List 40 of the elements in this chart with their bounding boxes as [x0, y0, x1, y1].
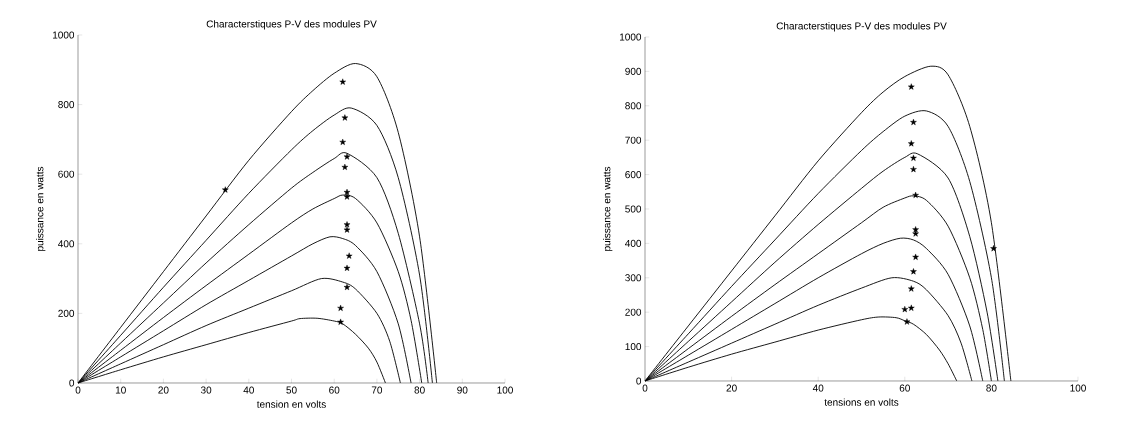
x-axis-title: tensions en volts: [824, 398, 899, 406]
y-tick-label: 600: [58, 170, 75, 178]
x-tick-label: 60: [329, 386, 340, 394]
y-tick-label: 300: [625, 274, 642, 282]
x-tick-label: 50: [286, 386, 297, 394]
x-tick-label: 20: [726, 384, 737, 392]
x-tick-label: 100: [497, 386, 513, 394]
x-axis-title: tension en volts: [256, 400, 326, 408]
y-tick-label: 0: [69, 379, 75, 387]
y-tick-label: 800: [625, 102, 642, 110]
x-tick-label: 60: [899, 384, 910, 392]
y-tick-label: 700: [625, 136, 642, 144]
y-tick-label: 1000: [53, 31, 75, 39]
y-tick-label: 900: [625, 67, 642, 75]
x-tick-label: 30: [200, 386, 212, 394]
chart-title: Characterstiques P-V des modules PV: [206, 20, 377, 30]
x-tick-label: 90: [457, 386, 468, 394]
y-tick-label: 100: [625, 343, 642, 351]
y-tick-label: 400: [58, 240, 75, 248]
y-tick-label: 600: [625, 171, 642, 179]
x-tick-label: 80: [986, 384, 997, 392]
y-tick-label: 1000: [619, 33, 642, 41]
y-tick-label: 200: [58, 309, 75, 317]
y-tick-label: 800: [58, 101, 75, 109]
x-tick-label: 0: [642, 384, 648, 392]
y-tick-label: 500: [625, 205, 642, 213]
x-tick-label: 80: [414, 386, 425, 394]
chart-title: Characterstiques P-V des modules PV: [776, 22, 947, 32]
y-tick-label: 0: [636, 377, 642, 385]
x-tick-label: 40: [243, 386, 254, 394]
x-tick-label: 100: [1070, 384, 1086, 392]
x-tick-label: 70: [371, 386, 383, 394]
y-axis-title: puissance en watts: [36, 166, 46, 251]
y-tick-label: 400: [625, 239, 642, 247]
x-tick-label: 0: [75, 386, 81, 394]
x-tick-label: 40: [812, 384, 824, 392]
x-tick-label: 20: [158, 386, 169, 394]
y-tick-label: 200: [625, 308, 642, 316]
y-axis-title: puissance en watts: [603, 166, 613, 251]
x-tick-label: 10: [115, 386, 126, 394]
